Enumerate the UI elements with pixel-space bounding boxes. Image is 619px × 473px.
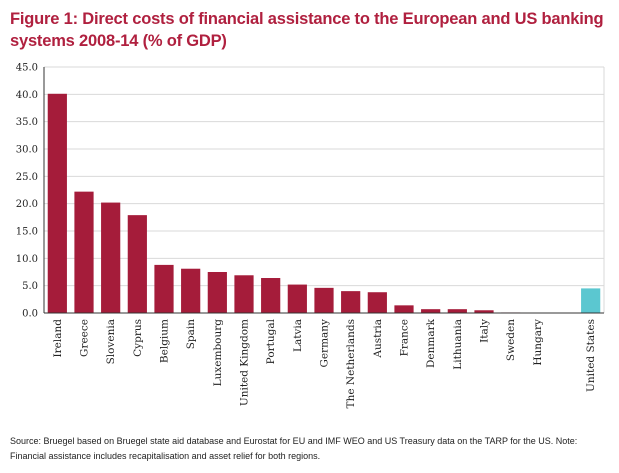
bar-the-netherlands: [341, 291, 361, 313]
bar-italy: [474, 310, 494, 313]
y-tick-label: 40.0: [16, 90, 38, 101]
y-tick-label: 15.0: [16, 227, 38, 238]
bar-united-states: [581, 288, 601, 313]
x-category-label: Denmark: [425, 318, 437, 368]
bar-slovenia: [101, 202, 121, 313]
bar-united-kingdom: [234, 275, 254, 313]
y-tick-label: 5.0: [22, 281, 38, 292]
x-category-label: Ireland: [52, 319, 64, 358]
y-tick-label: 10.0: [16, 254, 38, 265]
x-category-label: Latvia: [292, 319, 304, 352]
bar-germany: [314, 287, 334, 313]
x-category-label: The Netherlands: [345, 319, 357, 408]
bar-ireland: [47, 93, 67, 313]
y-tick-label: 20.0: [16, 199, 38, 210]
x-category-label: United Kingdom: [239, 319, 251, 406]
bar-denmark: [421, 309, 441, 313]
y-tick-label: 35.0: [16, 117, 38, 128]
y-tick-label: 45.0: [16, 63, 38, 74]
bar-austria: [367, 292, 387, 313]
x-category-label: Cyprus: [132, 319, 144, 357]
y-tick-label: 0.0: [22, 309, 38, 320]
y-tick-label: 25.0: [16, 172, 38, 183]
x-category-label: Slovenia: [105, 319, 117, 364]
chart-title: Figure 1: Direct costs of financial assi…: [10, 10, 604, 50]
bar-spain: [181, 268, 201, 313]
source-note: Source: Bruegel based on Bruegel state a…: [10, 436, 578, 461]
bar-lithuania: [447, 309, 467, 313]
bar-greece: [74, 191, 94, 313]
x-category-label: Austria: [372, 319, 384, 359]
bar-france: [394, 305, 414, 313]
x-category-label: Luxembourg: [212, 319, 224, 387]
x-category-label: Sweden: [505, 319, 517, 361]
bar-portugal: [261, 278, 281, 313]
bar-luxembourg: [207, 272, 227, 313]
bars: [47, 93, 601, 313]
x-category-label: Spain: [185, 319, 197, 350]
y-tick-label: 30.0: [16, 145, 38, 156]
x-category-label: Portugal: [265, 318, 277, 364]
x-axis-category-labels: Ireland Greece Slovenia Cyprus Belgium Spain L…: [52, 318, 597, 408]
x-category-label: Italy: [479, 319, 491, 343]
x-category-label: Germany: [319, 319, 331, 368]
bar-latvia: [287, 284, 307, 313]
x-category-label: Lithuania: [452, 319, 464, 370]
x-category-label: Hungary: [532, 319, 544, 366]
x-category-label: France: [399, 319, 411, 356]
x-category-label: United States: [585, 319, 597, 392]
x-category-label: Greece: [79, 319, 91, 357]
bar-belgium: [154, 264, 174, 313]
bar-cyprus: [127, 215, 147, 313]
y-axis-tick-labels: 0.0 5.0 10.0 15.0 20.0 25.0 30.0 35.0 40.0 45.0: [16, 63, 38, 320]
x-category-label: Belgium: [159, 319, 171, 363]
